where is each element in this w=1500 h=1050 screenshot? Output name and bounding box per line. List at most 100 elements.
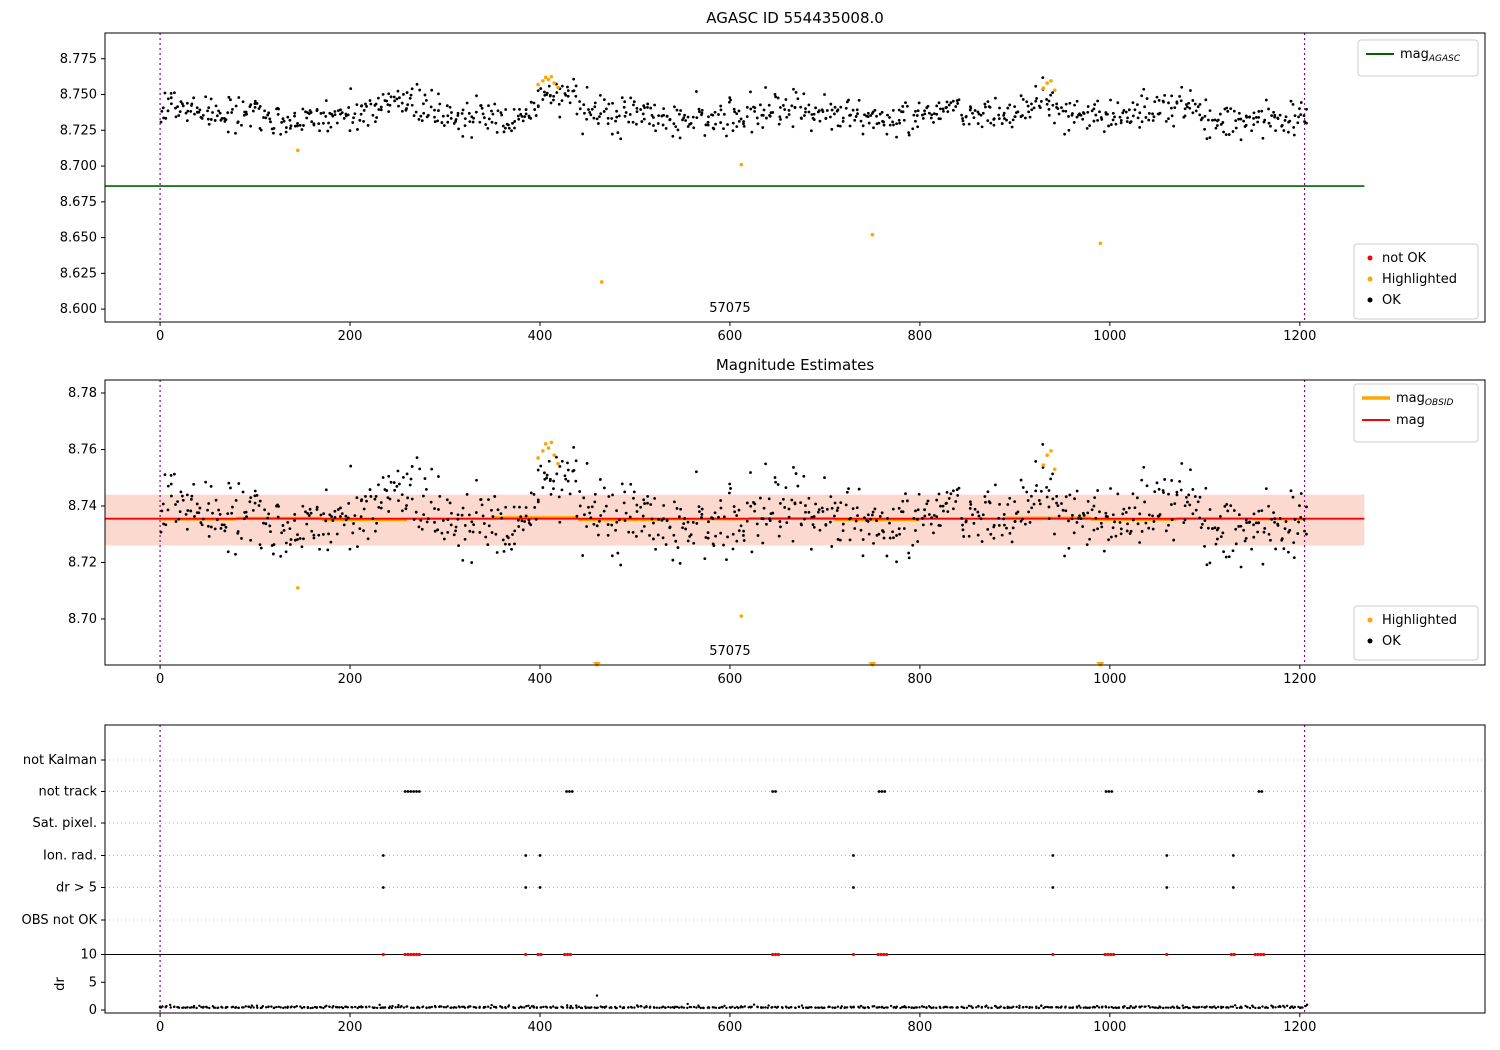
ok-point [189,497,193,501]
ok-point [471,530,475,534]
ok-point [1016,110,1020,114]
dr-ok-point [388,1005,392,1008]
flag-point [1165,886,1169,889]
y-tick-label: 8.775 [60,52,97,67]
flag-point [406,790,410,793]
ok-point [735,125,739,129]
ok-point [560,459,564,463]
ok-point [861,554,865,558]
ok-point [652,521,655,525]
dr-ok-point [636,1005,640,1008]
ok-point [1064,495,1068,499]
ok-point [566,85,569,89]
ok-point [1075,99,1079,103]
dr-ok-point [394,1006,397,1009]
ok-point [503,542,507,546]
ok-point [756,122,760,126]
ok-point [676,546,680,549]
ok-point [902,527,906,530]
flag-point [1107,790,1111,793]
ok-point [566,89,570,92]
ok-point [1133,506,1137,510]
dr-ok-point [882,1006,886,1010]
ok-point [438,102,442,106]
ok-point [777,122,781,126]
dr-ok-point [967,1004,971,1008]
dr-ok-point [1193,1006,1196,1009]
x-tick-label: 400 [528,1020,553,1035]
dr-bad-point [381,952,385,957]
ok-point [844,106,848,110]
ok-point [1293,114,1297,118]
ok-point [888,521,891,525]
ok-point [1013,500,1017,504]
ok-point [511,533,514,536]
ok-point [298,123,302,127]
ok-point [1229,504,1233,508]
ok-point [1011,118,1015,122]
ok-point [704,123,708,127]
dr-ok-point [517,1006,521,1010]
ok-point [487,524,491,528]
ok-point [1094,113,1098,117]
ok-point [1047,517,1051,521]
ok-point [742,124,746,128]
dr-ok-point [759,1006,763,1009]
ok-point [319,513,323,517]
ok-point [159,120,163,124]
ok-point [620,96,624,100]
ok-point [524,108,528,111]
dr-ok-point [915,1006,919,1009]
dr-ok-point [231,1005,235,1008]
flag-point [1257,790,1261,793]
ok-point [1045,98,1048,101]
ok-point [340,512,344,515]
ok-point [231,505,234,509]
ok-point [422,513,426,517]
ok-point [572,445,576,449]
ok-point [595,524,599,528]
ok-point [616,131,620,135]
dr-ok-point [1060,1005,1063,1008]
dr-ok-point [1176,1006,1179,1010]
ok-point [1144,521,1148,525]
ok-point [179,100,183,104]
ok-point [1109,123,1113,126]
ok-point [539,87,543,90]
dr-ok-point [1117,1006,1121,1009]
ok-point [1239,524,1243,528]
ok-point [799,501,803,504]
ok-point [623,490,627,494]
ok-point [1067,546,1071,550]
dr-ok-point [208,1006,211,1010]
ok-point [607,102,611,106]
dr-ok-point [843,1006,847,1009]
ok-point [791,539,795,543]
ok-point [255,493,259,497]
ok-point [1248,115,1252,119]
ok-point [1034,460,1038,463]
ok-point [712,544,716,548]
ok-point [414,110,418,114]
ok-point [737,508,741,512]
ok-point [886,113,889,117]
ok-point [161,502,165,506]
ok-point [875,519,878,523]
dr-ok-point [173,1005,176,1008]
y-tick-label: 8.600 [60,302,97,317]
ok-point [691,520,695,524]
ok-point [1274,129,1278,132]
ok-point [925,502,929,506]
ok-point [989,121,993,125]
ok-point [1035,97,1039,100]
dr-ok-point [311,1006,314,1010]
dr-ok-point [794,1006,797,1010]
ok-point [312,533,316,537]
highlighted-point [870,232,875,237]
ok-point [733,510,737,514]
dr-bad-point [565,952,570,957]
ok-point [379,105,383,109]
ok-point [474,110,478,114]
ok-point [907,556,911,560]
ok-point [836,537,840,541]
